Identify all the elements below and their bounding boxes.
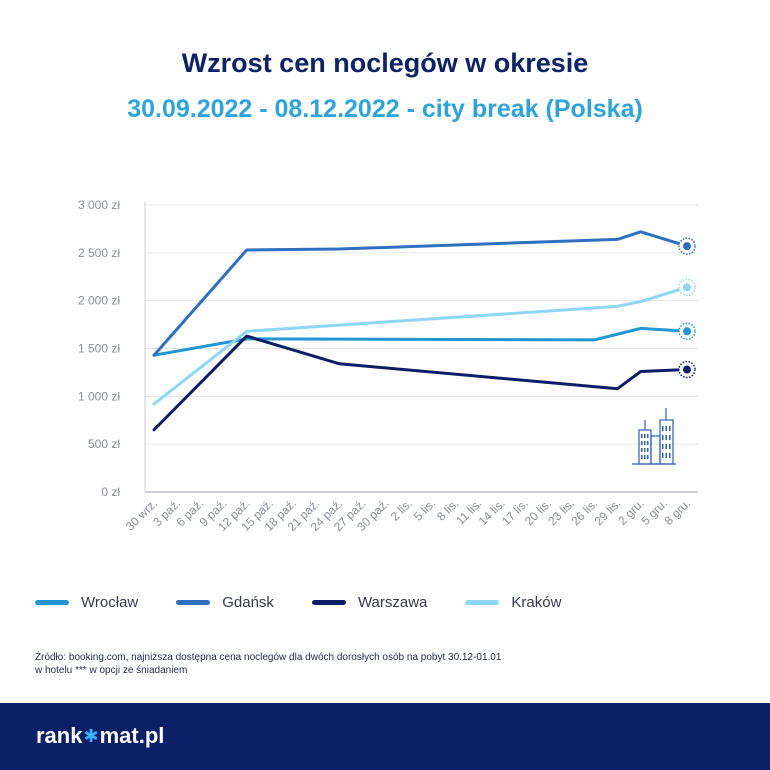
building-middle [650,435,661,465]
series-group [152,230,689,432]
brand-text-left: rank [36,723,83,748]
legend-item-warszawa: Warszawa [311,594,428,611]
building-window [647,441,649,445]
building-window [647,455,649,459]
building-window [665,453,667,458]
building-window [662,444,664,449]
legend-label-gdansk: Gdańsk [222,594,274,611]
endpoint-marker-dot [683,283,691,292]
building-window [662,426,664,431]
legend-label-warszawa: Warszawa [357,594,428,611]
grid-lines [144,202,698,493]
y-tick-label: 3 000 zł [78,198,120,212]
legend-swatch-wroclaw [35,600,69,605]
x-tick-label: 2 lis. [388,496,415,523]
source-note: Źródło: booking.com, najniższa dostępna … [35,651,655,677]
building-window [669,444,671,449]
endpoint-markers [678,237,696,379]
building-window [644,448,646,452]
x-tick-label: 2 gru. [615,496,647,528]
endpoint-marker-dot [683,242,691,251]
endpoint-marker-dot [683,365,691,374]
building-window [647,448,649,452]
legend-label-wroclaw: Wrocław [81,594,139,611]
building-window [662,435,664,440]
legend-swatch-gdansk [176,600,211,605]
building-window [665,426,667,431]
legend-label-krakow: Kraków [511,594,562,611]
series-line-warszawa [152,334,689,432]
endpoint-marker-dot [683,327,691,336]
x-tick-label: 8 gru. [662,496,694,528]
y-tick-label: 2 000 zł [78,294,120,308]
legend: Wrocław Gdańsk Warszawa Kraków [35,594,599,611]
line-chart: 0 zł 500 zł 1 000 zł 1 500 zł 2 000 zł 2 500 … [78,198,698,534]
legend-item-wroclaw: Wrocław [35,594,138,611]
series-line-gdańsk [152,230,689,357]
brand-star-icon: ✱ [83,725,99,746]
series-line-kraków [152,285,689,406]
footer-bar: rank ✱ mat.pl [0,703,770,770]
legend-item-gdansk: Gdańsk [176,594,274,611]
building-window [669,426,671,431]
building-window [647,434,649,438]
series-line-wrocław [152,326,689,357]
building-window [641,441,643,445]
y-tick-label: 1 000 zł [78,389,120,403]
source-line-1: Źródło: booking.com, najniższa dostępna … [35,652,502,663]
building-window [644,441,646,445]
x-tick-label: 29 lis. [592,496,624,528]
building-window [662,453,664,458]
legend-swatch-warszawa [311,600,346,605]
building-window [641,448,643,452]
building-window [641,434,643,438]
x-tick-label: 5 lis. [411,496,438,523]
brand-logo[interactable]: rank ✱ mat.pl [36,723,164,749]
x-axis: 30 wrz.3 paź.6 paź.9 paź.12 paź.15 paź.1… [123,496,693,534]
chart-title: Wzrost cen noclegów w okresie [181,48,589,78]
building-window [644,455,646,459]
source-line-2: w hotelu *** w opcji ze śniadaniem [35,665,188,676]
building-window [641,455,643,459]
building-window [644,434,646,438]
chart-subtitle: 30.09.2022 - 08.12.2022 - city break (Po… [127,95,643,123]
x-tick-label: 5 gru. [638,496,670,528]
brand-text-right: mat.pl [99,723,165,748]
y-tick-label: 1 500 zł [78,342,120,356]
building-window [669,453,671,458]
building-window [665,444,667,449]
legend-item-krakow: Kraków [465,594,561,611]
building-window [665,435,667,440]
y-tick-label: 2 500 zł [78,246,120,260]
buildings-icon [632,408,676,465]
legend-swatch-krakow [465,600,500,605]
y-axis: 0 zł 500 zł 1 000 zł 1 500 zł 2 000 zł 2 500 … [78,198,120,499]
building-window [669,435,671,440]
y-tick-label: 0 zł [101,485,120,499]
y-tick-label: 500 zł [88,437,120,451]
